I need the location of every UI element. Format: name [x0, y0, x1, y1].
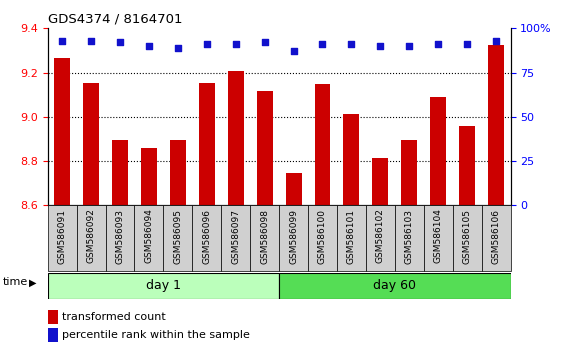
Bar	[308, 205, 337, 271]
Point	[405, 43, 414, 49]
Point	[203, 41, 211, 47]
Bar	[77, 205, 105, 271]
Text: GSM586103: GSM586103	[405, 209, 414, 264]
Point	[491, 38, 500, 44]
Text: transformed count: transformed count	[62, 312, 166, 322]
Text: GSM586096: GSM586096	[203, 209, 211, 264]
Bar	[279, 205, 308, 271]
Bar	[112, 140, 128, 205]
Bar	[105, 205, 135, 271]
Point	[144, 43, 153, 49]
Text: ▶: ▶	[29, 277, 36, 287]
Point	[347, 41, 356, 47]
Point	[173, 45, 182, 51]
Text: GSM586099: GSM586099	[289, 209, 298, 264]
Bar	[373, 158, 388, 205]
Bar	[48, 328, 58, 342]
Text: GSM586101: GSM586101	[347, 209, 356, 264]
Bar	[430, 97, 446, 205]
Text: GSM586104: GSM586104	[434, 209, 443, 263]
Text: GSM586105: GSM586105	[463, 209, 472, 264]
Point	[86, 38, 95, 44]
Text: GSM586106: GSM586106	[491, 209, 500, 264]
Text: GSM586097: GSM586097	[231, 209, 240, 264]
Bar	[163, 205, 192, 271]
Bar	[170, 140, 186, 205]
Text: GSM586091: GSM586091	[58, 209, 67, 264]
Point	[463, 41, 472, 47]
Bar	[54, 58, 70, 205]
Bar	[337, 205, 366, 271]
Bar	[453, 205, 481, 271]
Bar	[424, 205, 453, 271]
Text: time: time	[3, 277, 28, 287]
Bar	[250, 205, 279, 271]
Bar	[192, 205, 221, 271]
FancyBboxPatch shape	[279, 273, 511, 299]
Text: GSM586100: GSM586100	[318, 209, 327, 264]
Text: day 60: day 60	[373, 279, 416, 292]
Bar	[488, 45, 504, 205]
Point	[58, 38, 67, 44]
Bar	[401, 140, 417, 205]
Text: GSM586094: GSM586094	[144, 209, 153, 263]
FancyBboxPatch shape	[48, 273, 279, 299]
Text: GDS4374 / 8164701: GDS4374 / 8164701	[48, 12, 182, 25]
Bar	[395, 205, 424, 271]
Bar	[221, 205, 250, 271]
Text: GSM586098: GSM586098	[260, 209, 269, 264]
Bar	[199, 82, 215, 205]
Text: day 1: day 1	[146, 279, 181, 292]
Point	[318, 41, 327, 47]
Text: GSM586102: GSM586102	[376, 209, 385, 263]
Point	[434, 41, 443, 47]
Bar	[83, 82, 99, 205]
Bar	[228, 72, 243, 205]
Text: GSM586093: GSM586093	[116, 209, 125, 264]
Bar	[141, 148, 157, 205]
Bar	[135, 205, 163, 271]
Bar	[459, 126, 475, 205]
Bar	[257, 91, 273, 205]
Bar	[343, 114, 360, 205]
Point	[260, 40, 269, 45]
Text: GSM586095: GSM586095	[173, 209, 182, 264]
Point	[231, 41, 240, 47]
Bar	[286, 173, 301, 205]
Bar	[366, 205, 395, 271]
Point	[289, 48, 298, 54]
Text: percentile rank within the sample: percentile rank within the sample	[62, 330, 250, 340]
Bar	[481, 205, 511, 271]
Bar	[48, 310, 58, 324]
Bar	[48, 205, 77, 271]
Point	[376, 43, 385, 49]
Bar	[315, 84, 330, 205]
Text: GSM586092: GSM586092	[86, 209, 95, 263]
Point	[116, 40, 125, 45]
